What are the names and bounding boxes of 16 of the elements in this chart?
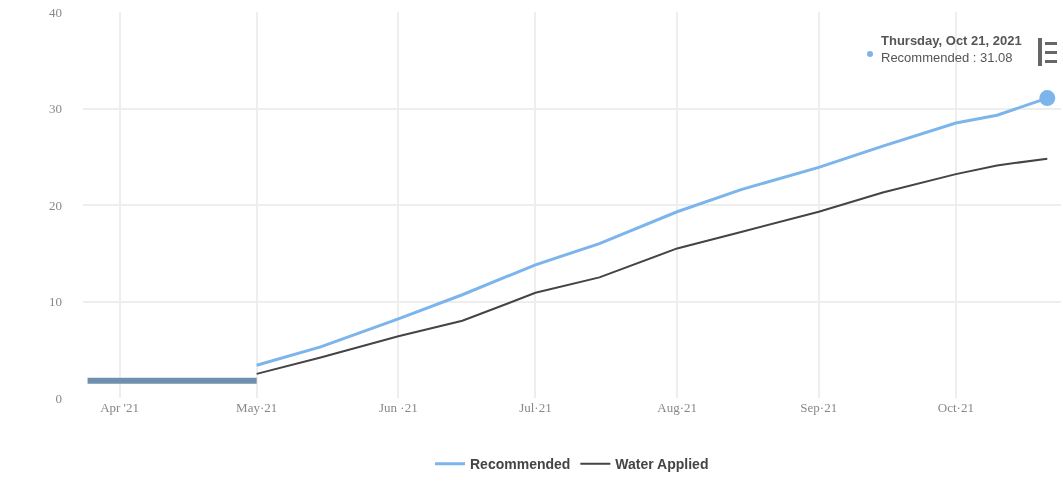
y-tick-label: 10	[49, 294, 62, 310]
x-tick-label: Apr '21	[100, 400, 139, 415]
y-tick-label: 20	[49, 197, 62, 213]
annotation: Thursday, Oct 21, 2021 Recommended : 31.08	[881, 33, 1022, 65]
legend-label: Water Applied	[615, 456, 709, 473]
y-tick-label: 40	[49, 4, 62, 20]
x-tick-label: Aug·21	[657, 400, 697, 415]
x-tick-label: May·21	[236, 400, 278, 415]
x-tick-label: Oct·21	[937, 400, 974, 415]
line-series	[255, 157, 1049, 375]
y-tick-label: 30	[49, 101, 62, 117]
x-tick-label: Jul·21	[519, 400, 552, 415]
legend-label: Recommended	[470, 456, 571, 473]
y-tick-label: 0	[55, 390, 62, 406]
x-tick-label: Sep·21	[800, 400, 838, 415]
x-tick-label: Jun ·21	[379, 400, 418, 415]
